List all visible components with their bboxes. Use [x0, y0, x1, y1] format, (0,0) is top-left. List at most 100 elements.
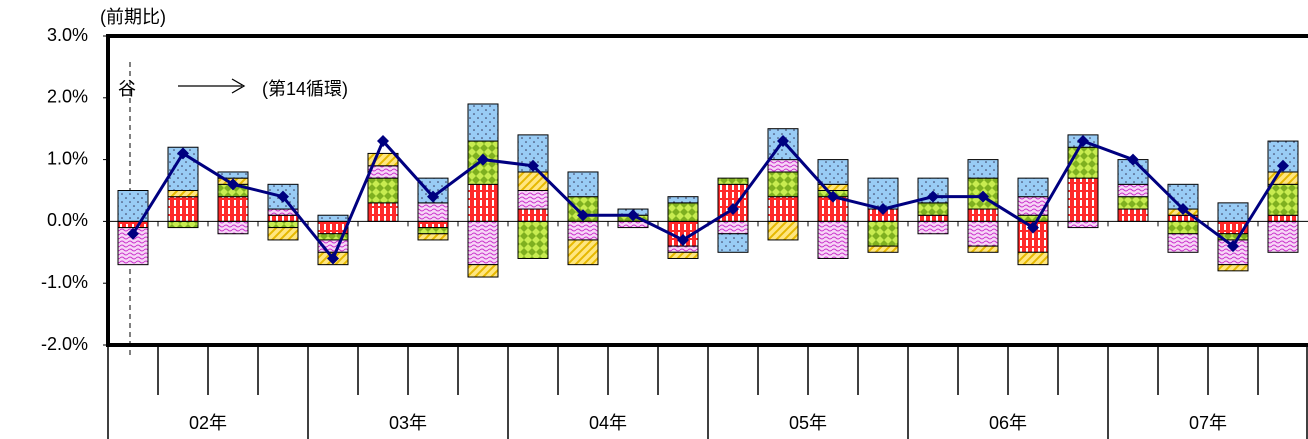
- line-marker: [327, 252, 339, 265]
- bar-segment: [967, 208, 999, 222]
- bar-segment: [167, 220, 199, 229]
- line-marker: [927, 190, 939, 203]
- x-tick-label: 05年: [789, 413, 827, 433]
- bar-segment: [767, 159, 799, 173]
- annotation: 谷: [118, 79, 136, 99]
- bar-segment: [467, 103, 499, 142]
- line-marker: [627, 209, 639, 222]
- bar-segment: [567, 239, 599, 266]
- line-marker: [1127, 153, 1139, 166]
- bar-segment: [1017, 196, 1049, 216]
- bar-segment: [767, 196, 799, 222]
- bar-segment: [1267, 183, 1299, 216]
- line-marker: [527, 159, 539, 172]
- bar-segment: [967, 159, 999, 179]
- bar-segment: [567, 171, 599, 198]
- line-marker: [677, 233, 689, 246]
- bar-segment: [967, 245, 999, 253]
- bar-segment: [117, 220, 149, 229]
- bar-segment: [1117, 183, 1149, 198]
- bar-segment: [667, 251, 699, 259]
- bar-segment: [917, 202, 949, 216]
- bar-segment: [767, 220, 799, 241]
- bar-segment: [217, 220, 249, 235]
- line-marker: [177, 147, 189, 160]
- bar-segment: [1167, 233, 1199, 253]
- y-tick-label: 0.0%: [47, 210, 88, 230]
- line-marker: [577, 209, 589, 222]
- bar-segment: [217, 196, 249, 222]
- line-marker: [227, 178, 239, 191]
- bar-segment: [367, 177, 399, 204]
- bar-segment: [967, 220, 999, 247]
- bar-segment: [467, 220, 499, 266]
- bar-segment: [467, 264, 499, 278]
- bar-segment: [667, 245, 699, 253]
- line-marker: [477, 153, 489, 166]
- bar-segment: [617, 220, 649, 229]
- bar-segment: [867, 220, 899, 247]
- line-marker: [1177, 203, 1189, 216]
- line-marker: [727, 203, 739, 216]
- line-marker: [1227, 240, 1239, 253]
- bar-segment: [167, 190, 199, 198]
- line-marker: [877, 203, 889, 216]
- bar-segment: [1217, 239, 1249, 266]
- bar-segment: [1217, 264, 1249, 272]
- line: [131, 138, 1285, 262]
- bar-segment: [1267, 214, 1299, 222]
- y-tick-label: 1.0%: [47, 148, 88, 168]
- bar-segment: [1117, 208, 1149, 222]
- line-marker: [827, 190, 839, 203]
- bar-segment: [1267, 220, 1299, 253]
- bar-segment: [417, 202, 449, 222]
- bar-segment: [1067, 220, 1099, 229]
- bar-segment: [267, 220, 299, 229]
- bar-segment: [767, 171, 799, 198]
- bar-segment: [1017, 177, 1049, 198]
- line-marker: [127, 227, 139, 240]
- y-tick-label: 3.0%: [47, 25, 88, 45]
- bar-segment: [267, 214, 299, 222]
- bar-segment: [1217, 202, 1249, 222]
- bar-segment: [517, 220, 549, 259]
- line-marker: [377, 135, 389, 148]
- line-marker: [1027, 221, 1039, 234]
- bar-segment: [417, 227, 449, 235]
- bar-segment: [917, 214, 949, 222]
- y-tick-label: -1.0%: [41, 272, 88, 292]
- bar-segment: [267, 227, 299, 241]
- bar-segment: [1017, 251, 1049, 266]
- arrow-head: [231, 78, 246, 94]
- line-marker: [977, 190, 989, 203]
- y-unit-label: (前期比): [100, 7, 166, 27]
- line-marker: [1277, 159, 1289, 172]
- line-marker: [277, 190, 289, 203]
- bar-segment: [917, 220, 949, 235]
- bar-segment: [1167, 220, 1199, 235]
- bar-segment: [667, 196, 699, 204]
- bar-segment: [467, 183, 499, 222]
- bar-segment: [167, 196, 199, 222]
- line-marker: [427, 190, 439, 203]
- bar-segment: [417, 220, 449, 229]
- bar-segment: [717, 233, 749, 253]
- bar-segment: [517, 208, 549, 222]
- y-tick-label: -2.0%: [41, 334, 88, 354]
- bar-segment: [1067, 146, 1099, 179]
- bar-segment: [417, 233, 449, 241]
- annotation: (第14循環): [262, 79, 348, 99]
- bar-segment: [517, 190, 549, 210]
- bar-segment: [717, 220, 749, 235]
- bar-segment: [817, 220, 849, 259]
- bar-segment: [1117, 196, 1149, 210]
- x-tick-label: 03年: [389, 413, 427, 433]
- y-tick-label: 2.0%: [47, 87, 88, 107]
- bar-segment: [867, 245, 899, 253]
- x-tick-label: 06年: [989, 413, 1027, 433]
- x-tick-label: 07年: [1189, 413, 1227, 433]
- bar-segment: [317, 214, 349, 222]
- bar-segment: [667, 202, 699, 222]
- bar-segment: [367, 202, 399, 222]
